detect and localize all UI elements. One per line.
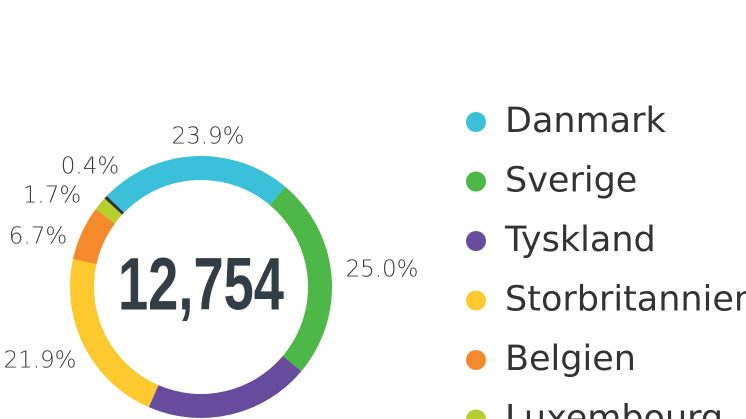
donut-segment: [104, 195, 125, 215]
legend-marker: [466, 409, 486, 419]
value-label: 1.7%: [23, 183, 81, 209]
value-label: 6.7%: [9, 224, 67, 250]
donut-segment: [106, 156, 286, 213]
donut-segment: [73, 209, 115, 265]
legend-label: Storbritannien: [505, 280, 746, 320]
legend-label: Danmark: [505, 101, 667, 141]
legend-label: Luxembourg: [505, 399, 723, 419]
center-label: 12,754: [118, 243, 284, 326]
legend-label: Sverige: [505, 161, 637, 201]
donut-segment: [269, 186, 332, 372]
legend-marker: [466, 171, 486, 192]
value-label: 21.9%: [3, 348, 76, 374]
legend-label: Belgien: [505, 339, 636, 379]
legend-marker: [466, 231, 486, 251]
donut: [69, 156, 332, 418]
donut-segment: [69, 259, 159, 408]
value-label: 25.0%: [345, 257, 418, 283]
legend-label: Tyskland: [504, 220, 656, 260]
legend-marker: [466, 112, 486, 132]
legend-marker: [466, 290, 486, 311]
donut-segment: [95, 198, 123, 224]
value-label: 23.9%: [171, 124, 244, 150]
donut-segment: [148, 355, 302, 418]
legend-marker: [466, 350, 486, 370]
value-label: 0.4%: [61, 154, 119, 180]
